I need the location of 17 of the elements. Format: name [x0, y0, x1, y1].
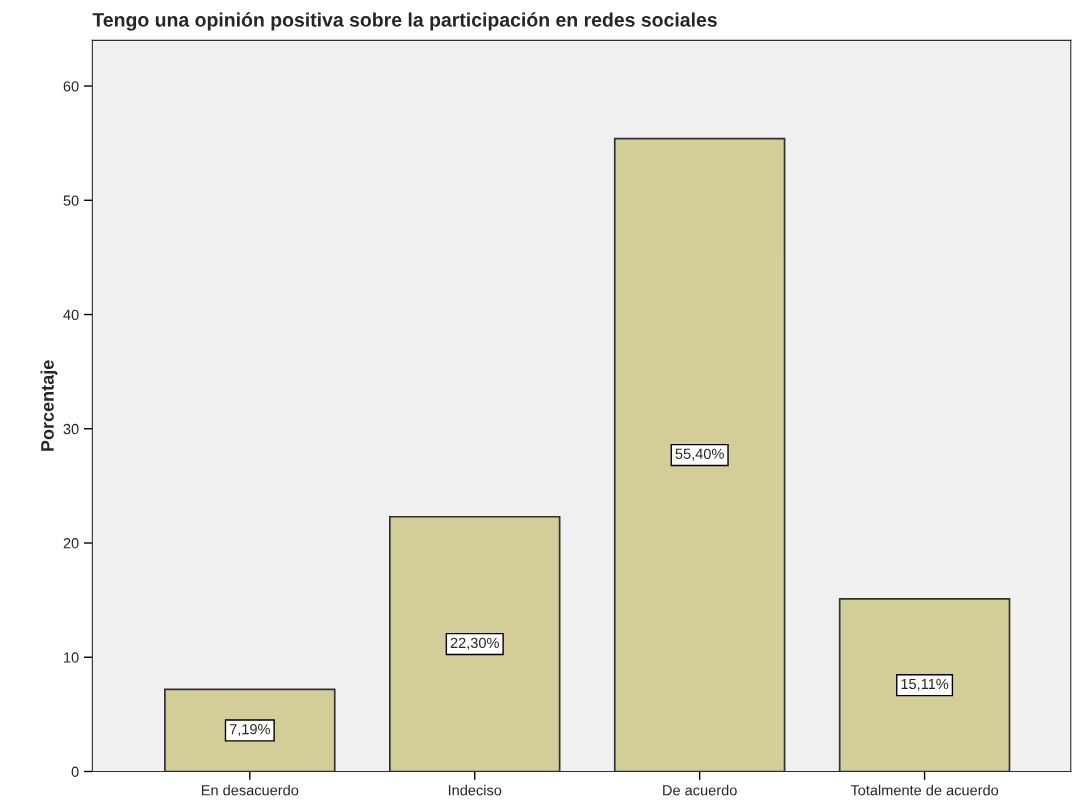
y-tick-label: 0: [71, 766, 79, 777]
y-tick-label: 50: [63, 195, 79, 206]
data-label: 7,19%: [229, 724, 270, 737]
x-tick-label: Indeciso: [448, 784, 502, 796]
y-tick-label: 10: [64, 652, 79, 663]
chart-title: Tengo una opinión positiva sobre la participación en redes sociales: [92, 12, 717, 31]
x-tick-label: De acuerdo: [663, 784, 737, 796]
x-tick-label: En desacuerdo: [201, 784, 299, 796]
y-tick-label: 40: [63, 309, 79, 320]
data-label: 55,40%: [675, 448, 724, 461]
data-label: 15,11%: [901, 678, 949, 691]
y-tick-label: 60: [63, 81, 79, 92]
x-tick-label: Totalmente de acuerdo: [850, 784, 999, 796]
y-axis-title: Porcentaje: [40, 360, 58, 451]
y-tick-label: 30: [63, 423, 79, 435]
y-tick-label: 20: [63, 538, 79, 549]
data-label: 22,30%: [450, 637, 499, 650]
